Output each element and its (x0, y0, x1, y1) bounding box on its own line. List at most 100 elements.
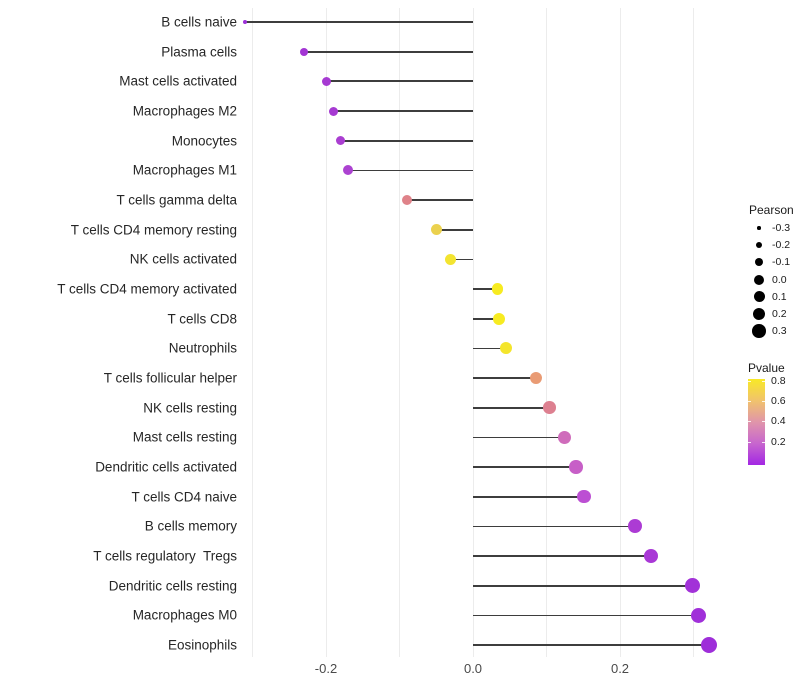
lollipop-dot (492, 312, 505, 325)
legend-pearson-title: Pearson (749, 203, 794, 217)
lollipop-dot (529, 371, 543, 385)
pvalue-tick-mark (748, 421, 751, 423)
lollipop-dot (430, 224, 442, 236)
lollipop-stem (473, 436, 565, 439)
lollipop-stem (406, 199, 473, 201)
y-axis-label: T cells CD4 naive (131, 489, 237, 505)
lollipop-dot (299, 47, 308, 56)
y-axis-label: Macrophages M2 (132, 103, 237, 119)
lollipop-dot (700, 637, 717, 654)
lollipop-stem (348, 169, 473, 172)
gridline (619, 8, 621, 657)
lollipop-dot (445, 253, 457, 265)
lollipop-dot (500, 342, 513, 355)
lollipop-dot (401, 194, 413, 206)
lollipop-stem (436, 228, 473, 231)
y-axis-label: Mast cells activated (119, 73, 237, 89)
y-axis-label: Dendritic cells resting (108, 578, 237, 594)
pvalue-tick-mark (762, 441, 765, 443)
y-axis-label: T cells follicular helper (103, 370, 237, 386)
legend-size-dot (753, 308, 765, 320)
pvalue-tick-mark (748, 441, 751, 443)
lollipop-stem (473, 377, 537, 379)
gridline (693, 8, 694, 657)
lollipop-dot (643, 548, 659, 564)
lollipop-stem (303, 50, 473, 53)
lollipop-dot (343, 165, 354, 176)
y-axis-label: T cells gamma delta (116, 192, 237, 208)
lollipop-stem (450, 258, 473, 261)
gridline (252, 8, 253, 657)
legend-size-label: 0.2 (772, 308, 787, 320)
y-axis-label: Eosinophils (167, 637, 237, 653)
y-axis-label: Macrophages M0 (132, 607, 237, 623)
lollipop-dot (684, 578, 700, 594)
lollipop-dot (491, 283, 503, 295)
legend-size-dot (752, 324, 766, 338)
pvalue-tick-label: 0.6 (771, 395, 786, 408)
lollipop-stem (333, 110, 473, 112)
pvalue-colorbar (748, 379, 765, 465)
y-axis-label: NK cells resting (143, 400, 237, 416)
gridline (472, 8, 474, 657)
lollipop-stem (473, 584, 693, 587)
legend-pvalue-title: Pvalue (748, 361, 785, 375)
legend-size-label: -0.1 (772, 256, 791, 269)
lollipop-dot (577, 489, 591, 504)
gridline (546, 8, 547, 657)
x-tick-label: 0.0 (463, 661, 483, 676)
lollipop-stem (473, 644, 709, 646)
lollipop-dot (328, 106, 338, 116)
pvalue-tick-mark (762, 401, 765, 403)
y-axis-label: T cells regulatory Tregs (93, 548, 237, 564)
lollipop-dot (243, 20, 248, 24)
lollipop-stem (340, 139, 473, 142)
pvalue-tick-label: 0.8 (771, 375, 786, 387)
y-axis-label: Neutrophils (168, 340, 237, 356)
lollipop-stem (245, 21, 473, 23)
legend-size-label: 0.3 (772, 325, 787, 338)
y-axis-label: Dendritic cells activated (95, 459, 237, 475)
x-tick-label: -0.2 (314, 661, 338, 676)
legend-size-label: 0.1 (772, 290, 787, 303)
y-axis-label: T cells CD4 memory activated (57, 281, 237, 297)
lollipop-stem (473, 288, 498, 290)
x-tick-label: 0.2 (610, 661, 630, 676)
legend-size-dot (754, 274, 764, 285)
lollipop-dot (335, 135, 346, 146)
legend-size-label: -0.3 (772, 222, 791, 234)
pvalue-tick-mark (748, 381, 751, 382)
lollipop-stem (473, 614, 699, 617)
lollipop-stem (326, 80, 473, 83)
pvalue-tick-mark (762, 381, 765, 382)
lollipop-dot (557, 430, 571, 444)
y-axis-label: Plasma cells (161, 44, 237, 60)
lollipop-stem (473, 317, 499, 320)
legend-size-dot (753, 291, 765, 303)
y-axis-label: B cells naive (161, 14, 237, 30)
lollipop-dot (627, 519, 642, 534)
y-axis-label: Macrophages M1 (132, 162, 237, 178)
gridline (325, 8, 327, 657)
lollipop-dot (321, 76, 331, 86)
pvalue-tick-label: 0.4 (771, 415, 786, 428)
gridline (399, 8, 400, 657)
y-axis-label: T cells CD8 (167, 311, 237, 327)
lollipop-dot (690, 607, 707, 624)
lollipop-dot (569, 460, 583, 474)
y-axis-label: Mast cells resting (132, 429, 237, 445)
pvalue-tick-mark (762, 421, 765, 423)
lollipop-stem (473, 525, 635, 528)
lollipop-stem (473, 466, 576, 468)
lollipop-stem (473, 495, 584, 498)
legend-size-label: -0.2 (772, 239, 791, 252)
legend-size-dot (757, 226, 761, 230)
lollipop-stem (473, 347, 507, 350)
lollipop-stem (473, 555, 651, 557)
y-axis-label: T cells CD4 memory resting (70, 222, 237, 238)
pvalue-tick-mark (748, 401, 751, 403)
legend-size-label: 0.0 (772, 273, 787, 286)
lollipop-dot (543, 401, 556, 414)
pvalue-tick-label: 0.2 (771, 435, 786, 448)
